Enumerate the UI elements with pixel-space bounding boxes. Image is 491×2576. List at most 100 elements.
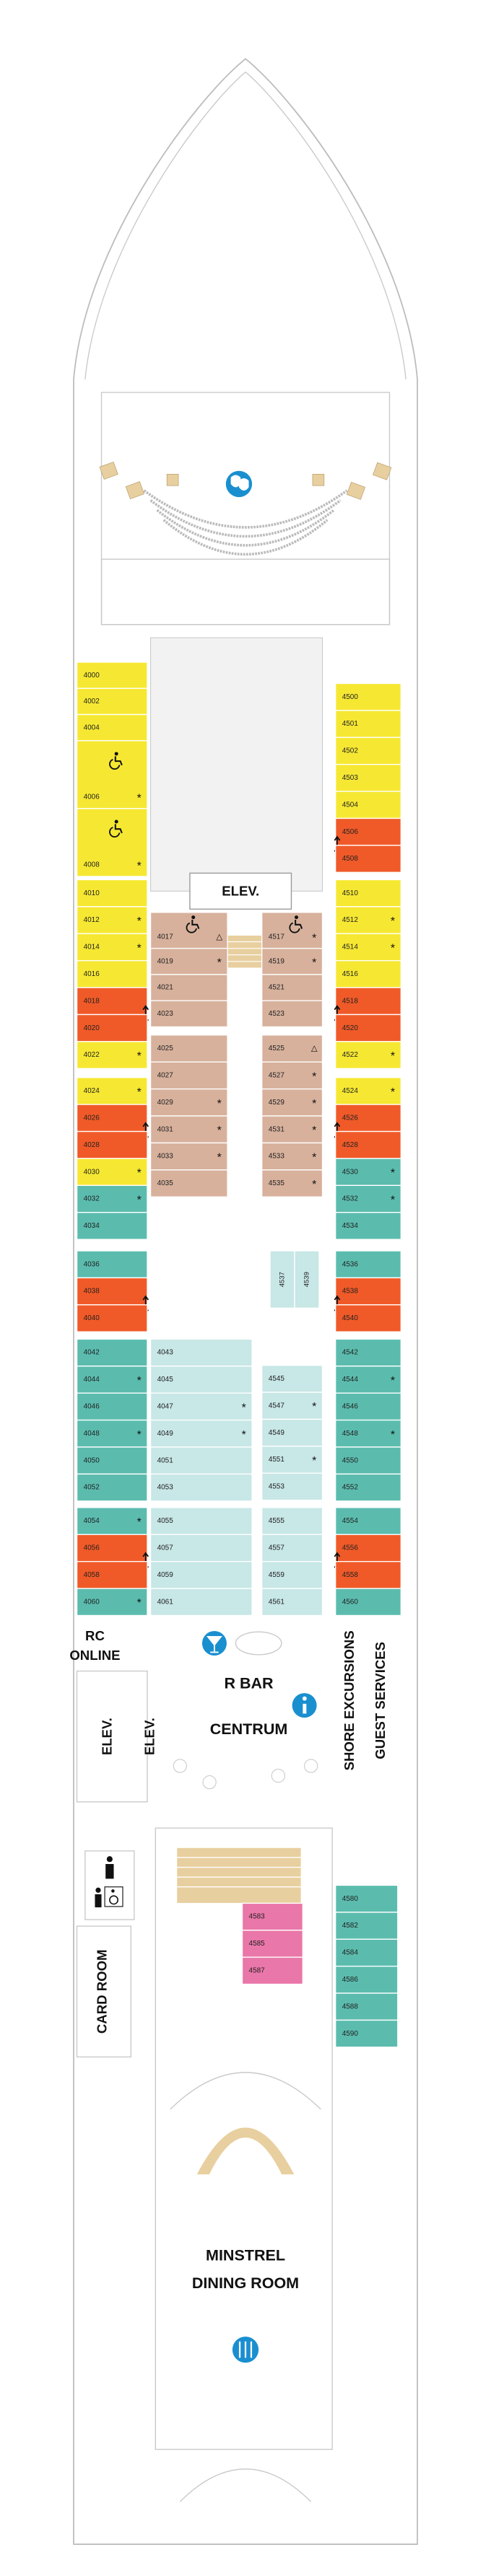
cabin-number: 4538 (342, 1288, 359, 1296)
cabin-number: 4016 (84, 970, 100, 978)
cabin-symbol: * (312, 1125, 316, 1137)
rc-online-label: RC (85, 1628, 105, 1643)
cabin-number: 4029 (157, 1099, 174, 1107)
cabin (261, 1169, 323, 1197)
theater-masks (230, 475, 249, 491)
cabin-number: 4590 (342, 2030, 359, 2038)
grand-staircase (196, 2127, 295, 2176)
cabin (76, 1588, 148, 1617)
cabin-symbol: * (312, 1179, 316, 1191)
cabin (76, 661, 148, 689)
cabin-number: 4046 (84, 1403, 100, 1411)
cabin-number: 4550 (342, 1456, 359, 1464)
cabin (261, 974, 323, 1001)
cabin-number: 4534 (342, 1222, 359, 1230)
cabin (149, 1473, 253, 1502)
cabin-number: 4031 (157, 1125, 174, 1133)
cabin (149, 947, 228, 975)
accessible-icon-head (114, 752, 118, 756)
cabin-number: 4019 (157, 957, 174, 965)
cabin (334, 1250, 402, 1279)
cabin-number: 4557 (269, 1544, 285, 1552)
cabin-number: 4053 (157, 1484, 174, 1492)
cabin (76, 808, 148, 877)
elevator-block (76, 1670, 148, 1803)
cabin-number: 4010 (84, 889, 100, 897)
dining-stairs (176, 1847, 302, 1904)
cabin-number: 4560 (342, 1598, 359, 1606)
cabin-number: 4556 (342, 1544, 359, 1552)
cabin-symbol: * (137, 1597, 142, 1609)
cabin-number: 4500 (342, 693, 359, 701)
cabin (76, 1473, 148, 1502)
cabin-symbol: △ (311, 1045, 318, 1053)
accessible-icon-head (114, 819, 118, 824)
cabin (149, 1392, 253, 1421)
cabin-number: 4529 (269, 1099, 285, 1107)
cabin-number: 4537 (279, 1272, 287, 1287)
cabin-symbol: * (312, 932, 316, 944)
restroom-icons (95, 1856, 123, 1908)
stair-steps (225, 941, 266, 962)
card-room-area (76, 1925, 132, 2058)
cabin-symbol: * (137, 861, 142, 873)
cabin-number: 4539 (303, 1272, 311, 1287)
cabin-number: 4531 (269, 1125, 285, 1133)
cabin-number: 4519 (269, 957, 285, 965)
cabin-number: 4032 (84, 1195, 100, 1203)
cabin-number: 4002 (84, 698, 100, 705)
accessible-icon (109, 819, 123, 838)
cabin-number: 4514 (342, 944, 359, 951)
cabin-symbol: * (312, 1401, 316, 1413)
cabin (261, 912, 323, 949)
cabin-number: 4522 (342, 1051, 359, 1059)
cabin-number: 4504 (342, 801, 359, 809)
cabin (149, 1061, 228, 1090)
rc-online-label: ONLINE (69, 1648, 120, 1663)
cabin-symbol: * (312, 957, 316, 969)
cabin-symbol: * (137, 942, 142, 954)
cabin-number: 4551 (269, 1456, 285, 1464)
cabin-number: 4050 (84, 1456, 100, 1464)
cabin-number: 4553 (269, 1483, 285, 1491)
cabin (334, 1965, 399, 1994)
cabin-number: 4026 (84, 1114, 100, 1122)
cabin-number: 4510 (342, 889, 359, 897)
cabin-number: 4501 (342, 720, 359, 728)
cabin (334, 1912, 399, 1940)
cabin (76, 959, 148, 988)
cabin-symbol: * (312, 1152, 316, 1164)
cabin-number: 4047 (157, 1403, 174, 1411)
info-icon-bar (303, 1703, 307, 1714)
cabin-number: 4000 (84, 672, 100, 680)
cabin (149, 1507, 253, 1535)
cabin-number: 4508 (342, 855, 359, 863)
cabin-number: 4546 (342, 1403, 359, 1411)
cabin (334, 1473, 402, 1502)
cabin-number: 4506 (342, 828, 359, 836)
theater-boxes (99, 461, 392, 500)
elevator-right-label: ELEV. (142, 1718, 157, 1755)
cabin-number: 4023 (157, 1010, 174, 1018)
cabin-number: 4547 (269, 1402, 285, 1410)
cabin (149, 1588, 253, 1617)
cabin-number: 4042 (84, 1349, 100, 1357)
cabin-number: 4060 (84, 1598, 100, 1606)
cabin-number: 4532 (342, 1195, 359, 1203)
cabin-number: 4530 (342, 1168, 359, 1176)
cabin-number: 4059 (157, 1571, 174, 1579)
cabin (149, 1419, 253, 1448)
cabin (76, 933, 148, 962)
cabin (261, 1588, 323, 1617)
cabin-number: 4043 (157, 1349, 174, 1357)
accessible-icon (109, 752, 123, 770)
accessible-icon-wheel (186, 922, 197, 933)
cabin (76, 740, 148, 809)
hull-inner-line (245, 71, 407, 379)
cabin-number: 4502 (342, 747, 359, 755)
cabin (261, 1142, 323, 1171)
cabin-symbol: * (242, 1429, 246, 1441)
stern-area (179, 2468, 312, 2502)
stair-steps (176, 1857, 302, 1888)
